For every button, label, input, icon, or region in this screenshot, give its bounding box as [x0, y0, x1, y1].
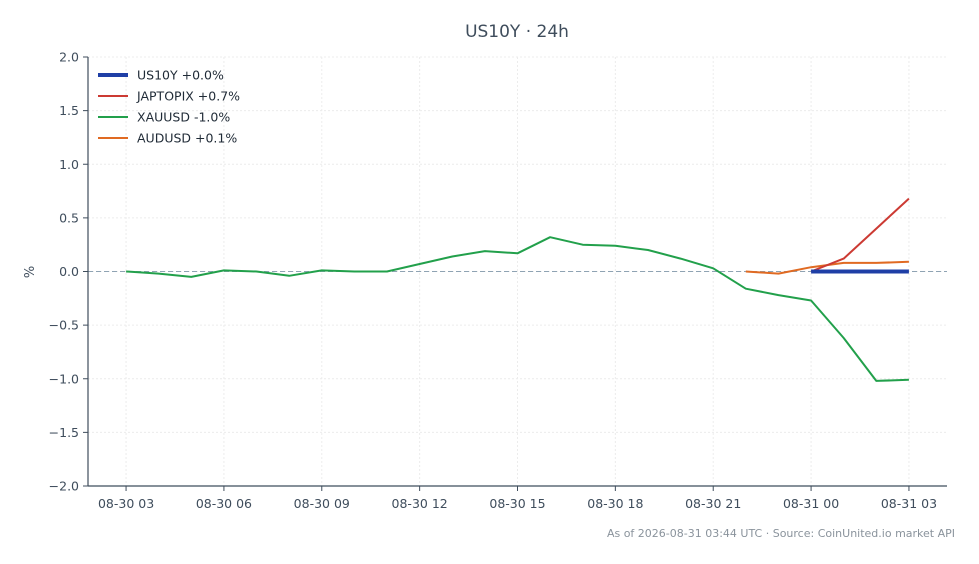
source-footnote: As of 2026-08-31 03:44 UTC · Source: Coi… — [607, 527, 955, 540]
x-tick-label: 08-30 09 — [294, 496, 350, 511]
x-tick-label: 08-30 06 — [196, 496, 252, 511]
y-tick-label: 0.0 — [59, 264, 79, 279]
series-line-japtopix — [810, 197, 910, 273]
y-tick-label: −1.0 — [49, 371, 79, 386]
y-tick-label: −2.0 — [49, 479, 79, 494]
y-tick-label: 2.0 — [59, 50, 79, 65]
y-tick-label: −1.5 — [49, 425, 79, 440]
x-tick-label: 08-30 21 — [685, 496, 741, 511]
chart-title: US10Y · 24h — [465, 22, 569, 42]
legend-label: AUDUSD +0.1% — [137, 131, 237, 146]
x-tick-label: 08-30 18 — [587, 496, 643, 511]
y-tick-label: −0.5 — [49, 318, 79, 333]
grid — [88, 56, 947, 487]
x-tick-label: 08-31 00 — [783, 496, 839, 511]
series-line-xauusd — [126, 236, 909, 382]
x-tick-label: 08-30 15 — [489, 496, 545, 511]
x-tick-label: 08-30 03 — [98, 496, 154, 511]
y-tick-label: 0.5 — [59, 210, 79, 225]
x-tick-label: 08-30 12 — [392, 496, 448, 511]
x-tick-label: 08-31 03 — [881, 496, 937, 511]
legend: US10Y +0.0% JAPTOPIX +0.7% XAUUSD -1.0% AUD… — [98, 68, 240, 146]
legend-label: JAPTOPIX +0.7% — [136, 89, 240, 104]
y-tick-label: 1.0 — [59, 157, 79, 172]
series-lines — [126, 197, 910, 382]
x-axis-ticks: 08-30 03 08-30 06 08-30 09 08-30 12 08-30 15… — [98, 486, 937, 511]
legend-label: US10Y +0.0% — [137, 68, 224, 83]
y-tick-label: 1.5 — [59, 103, 79, 118]
y-axis-ticks: 2.0 1.5 1.0 0.5 0.0 −0.5 −1.0 −1.5 −2.0 — [49, 50, 88, 494]
y-axis-label: % — [23, 266, 38, 278]
legend-label: XAUUSD -1.0% — [137, 110, 230, 125]
